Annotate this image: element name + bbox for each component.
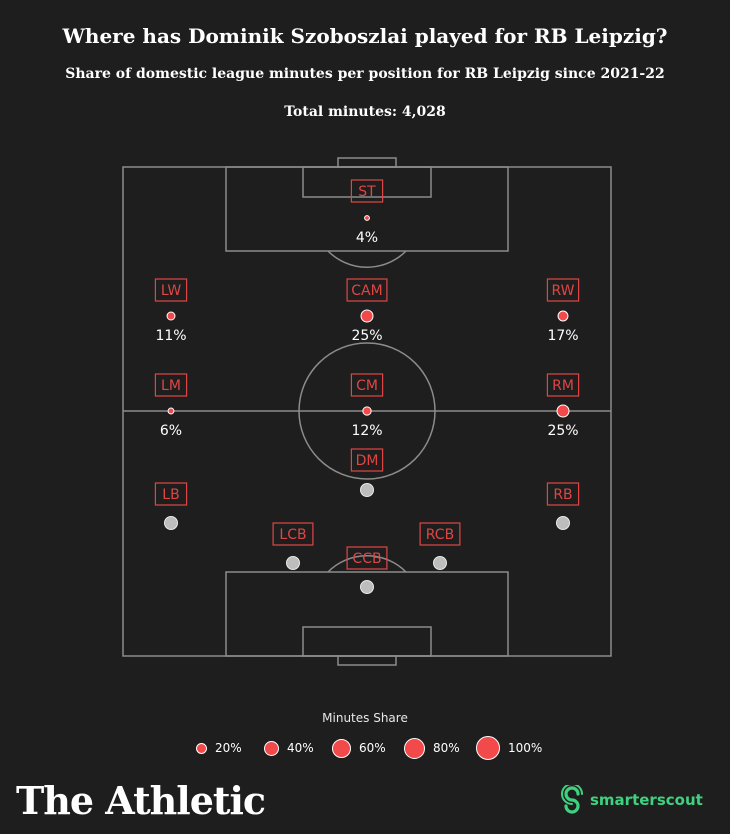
position-dot-cm bbox=[362, 406, 372, 416]
legend-item: 40% bbox=[264, 736, 314, 760]
position-label-box-ccb bbox=[346, 546, 388, 570]
position-label-box-rw bbox=[546, 278, 580, 302]
legend-label: 80% bbox=[433, 741, 460, 755]
bottom-goal bbox=[337, 655, 397, 666]
chart-subtitle: Share of domestic league minutes per pos… bbox=[65, 66, 665, 82]
position-label-box-st bbox=[350, 179, 384, 203]
center-circle bbox=[298, 342, 436, 480]
position-label-rb: RB bbox=[553, 487, 572, 503]
position-label-cm: CM bbox=[356, 378, 378, 394]
legend-dot bbox=[476, 736, 500, 760]
position-dot-ccb bbox=[360, 580, 374, 594]
legend-label: 20% bbox=[215, 741, 242, 755]
position-label-rm: RM bbox=[552, 378, 574, 394]
position-label-cam: CAM bbox=[351, 283, 382, 299]
pitch-chart: ST 4% LW 11% CAM 25% RW 17% LM 6% CM 12% RM 25% DM LB RB… bbox=[122, 157, 612, 666]
position-dot-dm bbox=[360, 483, 374, 497]
brand-logo: The Athletic bbox=[16, 778, 266, 823]
legend-label: 40% bbox=[287, 741, 314, 755]
position-label-box-lb bbox=[154, 482, 188, 506]
legend-label: 100% bbox=[508, 741, 543, 755]
position-label-dm: DM bbox=[356, 453, 379, 469]
legend-item: 100% bbox=[476, 736, 542, 760]
position-dot-lm bbox=[167, 407, 175, 415]
legend: 20% 40% 60% 80% 100% bbox=[196, 736, 556, 760]
partner-name: smarterscout bbox=[590, 791, 703, 809]
position-marks: ST 4% LW 11% CAM 25% RW 17% LM 6% CM 12% RM 25% DM LB RB… bbox=[154, 179, 580, 594]
legend-dot bbox=[332, 738, 351, 758]
top-goal bbox=[337, 157, 397, 168]
position-label-box-lcb bbox=[272, 522, 314, 546]
legend-item: 60% bbox=[332, 736, 386, 760]
position-dot-cam bbox=[360, 309, 374, 323]
pitch-lines bbox=[122, 157, 612, 666]
share-label-cm: 12% bbox=[351, 423, 382, 439]
position-label-st: ST bbox=[358, 184, 376, 200]
bottom-penalty-arc bbox=[327, 555, 407, 573]
position-label-lb: LB bbox=[162, 487, 179, 503]
position-label-box-rm bbox=[546, 373, 580, 397]
position-dot-lb bbox=[164, 516, 178, 530]
position-label-rcb: RCB bbox=[426, 527, 454, 543]
share-label-rm: 25% bbox=[547, 423, 578, 439]
position-dot-rb bbox=[556, 516, 570, 530]
position-label-box-cam bbox=[346, 278, 388, 302]
position-dot-lw bbox=[166, 311, 176, 321]
share-label-lw: 11% bbox=[155, 328, 186, 344]
position-label-box-lm bbox=[154, 373, 188, 397]
position-label-lcb: LCB bbox=[279, 527, 306, 543]
share-label-rw: 17% bbox=[547, 328, 578, 344]
top-penalty-arc bbox=[327, 250, 407, 268]
position-label-box-cm bbox=[350, 373, 384, 397]
partner-logo: smarterscout bbox=[556, 785, 703, 815]
position-label-lw: LW bbox=[161, 283, 182, 299]
share-label-cam: 25% bbox=[351, 328, 382, 344]
position-dot-st bbox=[364, 215, 370, 221]
legend-dot bbox=[196, 742, 207, 754]
position-dot-rw bbox=[557, 310, 569, 322]
position-label-ccb: CCB bbox=[352, 551, 381, 567]
legend-title: Minutes Share bbox=[322, 711, 408, 725]
chart-title: Where has Dominik Szoboszlai played for … bbox=[62, 24, 668, 48]
position-label-rw: RW bbox=[551, 283, 574, 299]
bottom-six-yard-box bbox=[302, 626, 432, 657]
legend-dot bbox=[264, 740, 279, 756]
position-label-box-dm bbox=[350, 448, 384, 472]
position-label-lm: LM bbox=[161, 378, 181, 394]
position-label-box-rb bbox=[546, 482, 580, 506]
legend-dot bbox=[404, 737, 425, 759]
legend-item: 20% bbox=[196, 736, 242, 760]
position-label-box-lw bbox=[154, 278, 188, 302]
total-minutes: Total minutes: 4,028 bbox=[284, 104, 446, 120]
position-dot-rcb bbox=[433, 556, 447, 570]
position-dot-lcb bbox=[286, 556, 300, 570]
legend-item: 80% bbox=[404, 736, 460, 760]
share-label-st: 4% bbox=[356, 230, 378, 246]
smarterscout-icon bbox=[561, 785, 583, 814]
position-dot-rm bbox=[556, 404, 570, 418]
position-label-box-rcb bbox=[419, 522, 461, 546]
legend-label: 60% bbox=[359, 741, 386, 755]
share-label-lm: 6% bbox=[160, 423, 182, 439]
